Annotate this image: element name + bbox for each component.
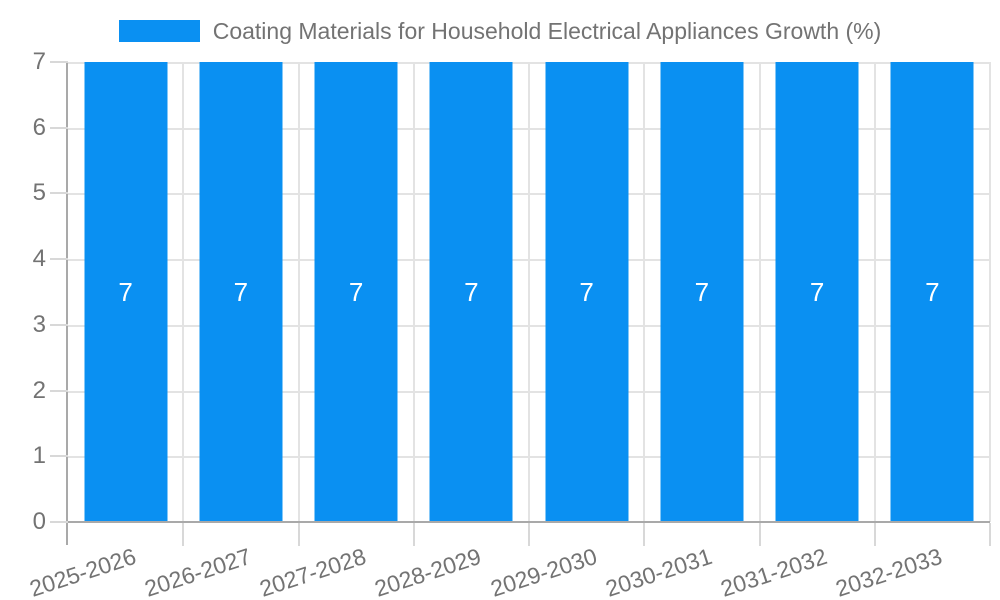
legend-swatch-icon (118, 20, 200, 42)
y-axis-tick (50, 126, 68, 129)
chart-title: Coating Materials for Household Electric… (212, 17, 882, 44)
bar-slot: 7 (644, 62, 759, 522)
y-axis-label: 3 (32, 310, 46, 338)
gridline-vertical (297, 62, 300, 522)
gridline-vertical (989, 62, 991, 522)
y-axis-tick (50, 389, 68, 392)
x-axis-label: 2031-2032 (717, 543, 831, 600)
bar-value-label: 7 (925, 277, 940, 307)
x-axis-label: 2027-2028 (256, 543, 370, 600)
bar-2028-2029[interactable]: 7 (429, 62, 513, 522)
bar-value-label: 7 (118, 277, 133, 307)
bar-slot: 7 (760, 62, 875, 522)
y-axis-tick (50, 455, 68, 458)
y-axis-tick (50, 323, 68, 326)
bar-slot: 7 (414, 62, 529, 522)
bar-slot: 7 (529, 62, 644, 522)
bar-2032-2033[interactable]: 7 (890, 62, 974, 522)
y-axis-line (66, 62, 68, 545)
y-axis-label: 6 (32, 113, 46, 141)
y-axis-label: 7 (32, 48, 46, 75)
bar-slot: 7 (299, 62, 414, 522)
x-axis-label: 2026-2027 (141, 543, 254, 600)
y-axis-label: 2 (32, 376, 46, 404)
y-axis-tick (50, 258, 68, 261)
x-axis-tick (873, 523, 876, 546)
gridline-vertical (758, 62, 761, 522)
x-axis-label: 2032-2033 (832, 543, 946, 600)
x-axis-label: 2028-2029 (371, 543, 485, 600)
gridline-vertical (873, 62, 876, 522)
y-axis-tick (50, 192, 68, 195)
x-axis-tick (412, 523, 415, 546)
gridline-vertical (182, 62, 185, 522)
bar-value-label: 7 (233, 277, 249, 307)
bar-2026-2027[interactable]: 7 (199, 62, 283, 522)
bar-slot: 7 (68, 62, 183, 522)
y-axis-label: 5 (32, 179, 46, 207)
bar-value-label: 7 (579, 277, 594, 307)
y-axis-tick (50, 61, 68, 63)
bar-2029-2030[interactable]: 7 (545, 62, 629, 522)
x-axis-tick (989, 523, 991, 546)
legend: Coating Materials for Household Electric… (0, 16, 1000, 46)
x-axis-tick (528, 523, 530, 546)
y-axis-label: 1 (32, 442, 46, 470)
bar-2031-2032[interactable]: 7 (775, 62, 859, 522)
bar-2025-2026[interactable]: 7 (84, 62, 168, 522)
plot-area: 7 7 7 7 7 7 7 7 (68, 62, 991, 522)
x-axis-tick (643, 523, 646, 546)
bar-value-label: 7 (464, 277, 479, 307)
x-axis-tick (297, 523, 300, 546)
bar-slot: 7 (183, 62, 298, 522)
x-axis-tick (758, 523, 761, 546)
y-axis-tick (50, 521, 68, 523)
x-axis-tick (182, 523, 185, 546)
bar-value-label: 7 (348, 277, 364, 307)
bar-2030-2031[interactable]: 7 (660, 62, 744, 522)
bar-slot: 7 (875, 62, 990, 522)
bar-2027-2028[interactable]: 7 (314, 62, 398, 522)
gridline-vertical (412, 62, 415, 522)
bar-value-label: 7 (694, 277, 710, 307)
x-axis-label: 2029-2030 (487, 543, 600, 600)
legend-item[interactable]: Coating Materials for Household Electric… (118, 17, 882, 45)
x-axis-line (66, 521, 990, 523)
gridline-vertical (643, 62, 646, 522)
x-axis-label: 2030-2031 (602, 543, 715, 600)
y-axis-label: 4 (32, 245, 46, 273)
gridline-vertical (528, 62, 530, 522)
bar-value-label: 7 (809, 277, 825, 307)
x-axis-label: 2025-2026 (26, 543, 139, 600)
y-axis-label: 0 (32, 508, 46, 535)
